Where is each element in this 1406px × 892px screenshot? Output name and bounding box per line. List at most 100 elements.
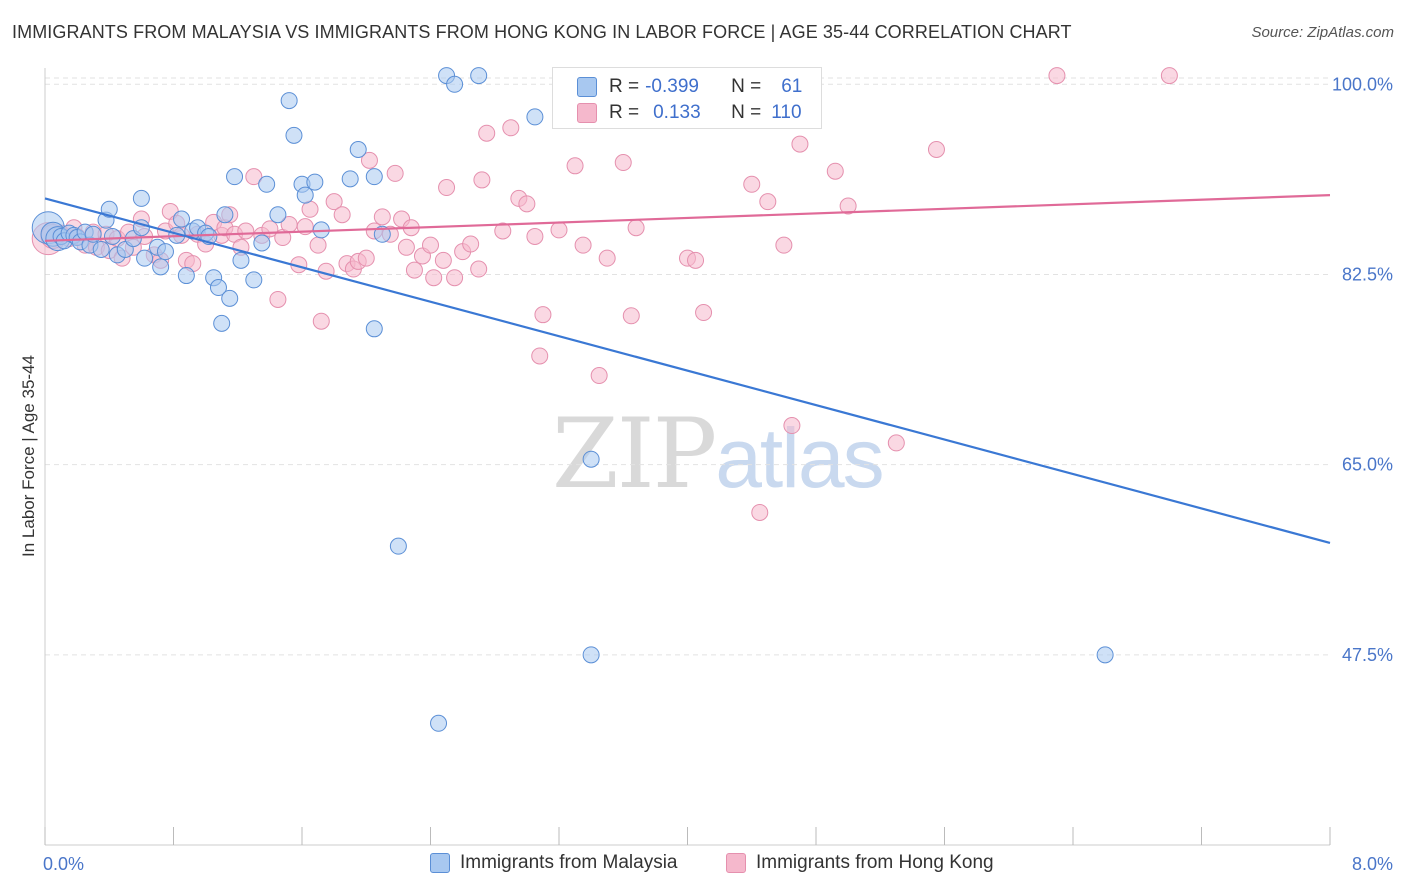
hong-kong-point: [425, 269, 443, 287]
hong-kong-point: [518, 195, 536, 213]
legend-row-hong-kong: R = 0.133 N = 110: [577, 101, 802, 125]
legend-n-label: N =: [731, 76, 762, 97]
malaysia-point: [156, 243, 174, 261]
legend-r-label: R =: [609, 102, 640, 123]
y-tick-label: 65.0%: [1342, 455, 1393, 475]
series-legend: Immigrants from Malaysia Immigrants from…: [0, 852, 1406, 878]
hong-kong-point: [751, 503, 769, 521]
malaysia-point: [582, 450, 600, 468]
malaysia-point: [446, 75, 464, 93]
legend-n-label: N =: [731, 102, 762, 123]
hong-kong-point: [325, 193, 343, 211]
hong-kong-point: [494, 222, 512, 240]
malaysia-point: [245, 271, 263, 289]
legend-swatch-malaysia: [577, 77, 597, 97]
hong-kong-point: [614, 154, 632, 172]
x-tick-label-max: 8.0%: [1352, 854, 1393, 874]
axes: [44, 68, 1330, 846]
malaysia-point: [269, 206, 287, 224]
hong-kong-point: [826, 162, 844, 180]
hong-kong-point: [473, 171, 491, 189]
malaysia-point: [173, 210, 191, 228]
legend-swatch-hong-kong: [577, 103, 597, 123]
legend-label-hong-kong: Immigrants from Hong Kong: [756, 852, 994, 873]
legend-r-value-malaysia: -0.399: [645, 76, 699, 97]
hong-kong-point: [405, 261, 423, 279]
hong-kong-point: [462, 235, 480, 253]
malaysia-point: [100, 200, 118, 218]
hong-kong-point: [887, 434, 905, 452]
legend-r-label: R =: [609, 76, 640, 97]
watermark: ZIPatlas: [552, 398, 885, 510]
hong-kong-point: [627, 219, 645, 237]
hong-kong-point: [1048, 67, 1066, 85]
hong-kong-point: [550, 221, 568, 239]
hong-kong-point: [269, 290, 287, 308]
malaysia-point: [373, 225, 391, 243]
malaysia-point: [258, 175, 276, 193]
hong-kong-point: [598, 249, 616, 267]
legend-row-malaysia: R = -0.399 N = 61: [577, 75, 802, 99]
malaysia-point: [280, 92, 298, 110]
hong-kong-point: [373, 208, 391, 226]
hong-kong-point: [360, 151, 378, 169]
hong-kong-point: [301, 200, 319, 218]
trend-line-malaysia: [44, 197, 1331, 544]
grid-lines: [45, 77, 1330, 656]
hong-kong-point: [534, 306, 552, 324]
hong-kong-point: [526, 227, 544, 245]
hong-kong-point: [775, 236, 793, 254]
hong-kong-point: [446, 269, 464, 287]
hong-kong-point: [531, 347, 549, 365]
trend-line-hong-kong: [44, 194, 1331, 242]
y-tick-label: 47.5%: [1342, 645, 1393, 665]
correlation-legend: R = -0.399 N = 61 R = 0.133 N = 110: [552, 67, 822, 129]
hong-kong-point: [783, 417, 801, 435]
y-tick-label: 100.0%: [1332, 74, 1393, 94]
series-hong-kong-points: [31, 67, 1178, 521]
y-axis-label: In Labor Force | Age 35-44: [19, 355, 38, 557]
hong-kong-point: [237, 222, 255, 240]
hong-kong-point: [470, 260, 488, 278]
malaysia-point: [221, 289, 239, 307]
malaysia-point: [365, 168, 383, 186]
x-tick-label-min: 0.0%: [43, 854, 84, 874]
legend-item-malaysia[interactable]: Immigrants from Malaysia: [430, 852, 678, 874]
y-tick-labels: 47.5% 65.0% 82.5% 100.0%: [1332, 74, 1393, 665]
hong-kong-point: [245, 168, 263, 186]
malaysia-point: [470, 67, 488, 85]
hong-kong-point: [312, 312, 330, 330]
malaysia-point: [389, 537, 407, 555]
hong-kong-point: [622, 307, 640, 325]
malaysia-point: [430, 714, 448, 732]
legend-r-value-hong-kong: 0.133: [653, 102, 701, 123]
hong-kong-point: [590, 367, 608, 385]
x-tick-labels: 0.0% 8.0%: [43, 854, 1393, 874]
malaysia-point: [526, 108, 544, 126]
legend-label-malaysia: Immigrants from Malaysia: [460, 852, 678, 873]
legend-item-hong-kong[interactable]: Immigrants from Hong Kong: [726, 852, 994, 874]
malaysia-point: [285, 126, 303, 144]
malaysia-point: [232, 251, 250, 269]
hong-kong-point: [422, 236, 439, 254]
legend-swatch-hong-kong: [726, 853, 746, 873]
hong-kong-point: [759, 193, 777, 211]
legend-n-value-malaysia: 61: [781, 76, 803, 97]
hong-kong-point: [502, 119, 520, 137]
legend-swatch-malaysia: [430, 853, 450, 873]
hong-kong-point: [434, 251, 452, 269]
malaysia-point: [341, 170, 359, 188]
malaysia-point: [92, 240, 110, 258]
hong-kong-point: [743, 175, 761, 193]
x-ticks: [44, 827, 1331, 845]
hong-kong-point: [386, 164, 404, 182]
malaysia-point: [226, 168, 244, 186]
hong-kong-point: [791, 135, 809, 153]
malaysia-point: [1096, 646, 1114, 664]
y-tick-label: 82.5%: [1342, 264, 1393, 284]
malaysia-point: [365, 320, 383, 338]
malaysia-point: [216, 206, 234, 224]
malaysia-point: [209, 279, 227, 297]
malaysia-point: [132, 189, 150, 207]
